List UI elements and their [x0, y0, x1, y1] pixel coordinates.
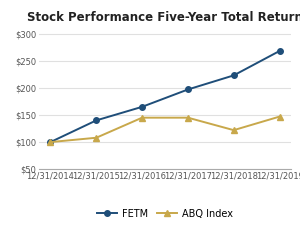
Line: ABQ Index: ABQ Index — [47, 114, 283, 145]
FETM — [49, 141, 52, 144]
FETM — [186, 88, 190, 91]
ABQ Index — [278, 115, 281, 118]
Legend: FETM, ABQ Index: FETM, ABQ Index — [93, 205, 237, 223]
FETM — [278, 50, 281, 52]
FETM — [94, 119, 98, 122]
Title: Stock Performance Five-Year Total Return: Stock Performance Five-Year Total Return — [27, 11, 300, 24]
ABQ Index — [232, 129, 236, 132]
Line: FETM: FETM — [48, 48, 282, 145]
FETM — [140, 106, 144, 108]
ABQ Index — [186, 116, 190, 119]
ABQ Index — [140, 116, 144, 119]
ABQ Index — [49, 141, 52, 144]
ABQ Index — [94, 136, 98, 139]
FETM — [232, 74, 236, 77]
